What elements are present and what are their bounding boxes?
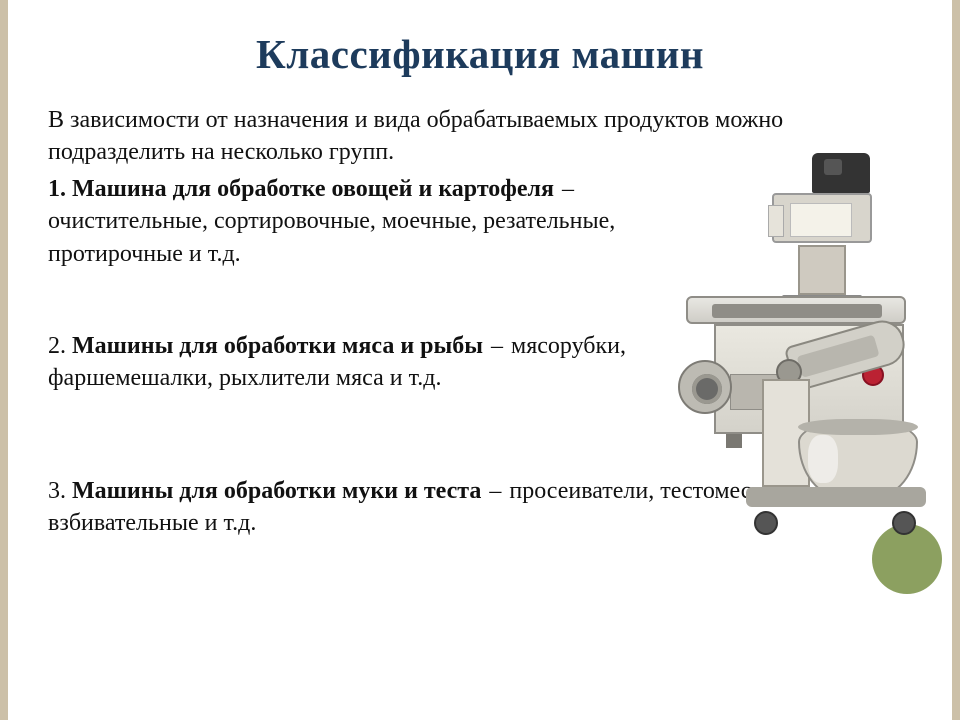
- list-item-3: 3. Машины для обработки муки и теста – п…: [48, 475, 912, 540]
- item-number: 2.: [48, 333, 66, 359]
- item-head: Машины для обработки муки и теста: [72, 478, 481, 504]
- dash: –: [491, 333, 503, 359]
- dash: –: [489, 478, 501, 504]
- item-tail: очистительные, сортировочные, моечные, р…: [48, 208, 615, 266]
- slide: Классификация машин В зависимости от наз…: [0, 0, 960, 720]
- slide-content: В зависимости от назначения и вида обраб…: [48, 104, 912, 540]
- dash: –: [562, 176, 574, 202]
- slide-title: Классификация машин: [48, 30, 912, 78]
- list-item-1: 1. Машина для обработке овощей и картофе…: [48, 173, 912, 270]
- dough-mixer-icon: [702, 355, 912, 555]
- item-number: 3.: [48, 478, 66, 504]
- item-head: Машина для обработке овощей и картофеля: [72, 176, 554, 202]
- item-head: Машины для обработки мяса и рыбы: [72, 333, 483, 359]
- item-number: 1.: [48, 176, 66, 202]
